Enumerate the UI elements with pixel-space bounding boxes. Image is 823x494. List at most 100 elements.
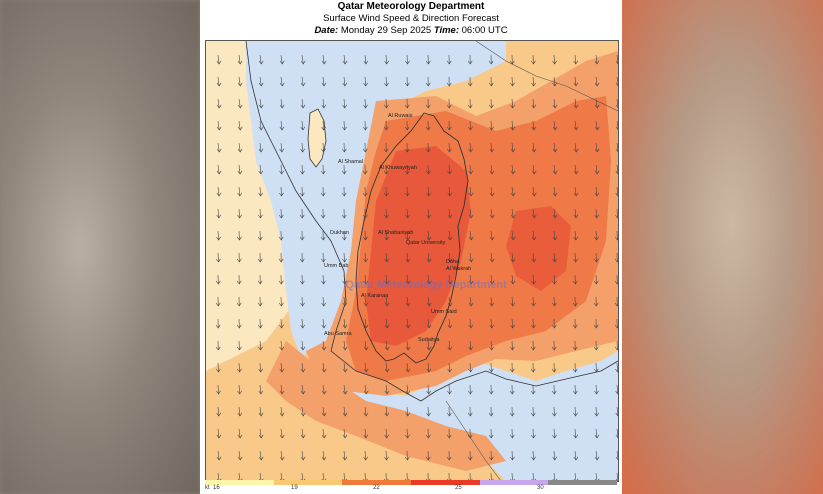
wind-arrow [425, 120, 431, 131]
wind-arrow [384, 296, 390, 307]
wind-arrow [615, 164, 618, 175]
wind-arrow [300, 406, 306, 417]
place-label: Al Shahaniyah [378, 230, 413, 236]
wind-arrow [551, 318, 557, 329]
wind-arrow [573, 76, 579, 87]
wind-arrow [551, 384, 557, 395]
wind-arrow [467, 98, 473, 109]
place-label: Umm Said [431, 309, 457, 315]
wind-arrow [426, 186, 431, 197]
wind-arrow [258, 76, 264, 87]
wind-arrow [573, 98, 579, 109]
wind-arrow [488, 54, 494, 65]
wind-arrow [342, 362, 348, 373]
wind-arrow [447, 230, 453, 241]
wind-arrow [426, 164, 431, 175]
wind-arrow [405, 362, 411, 373]
department-title: Qatar Meteorology Department [337, 1, 485, 12]
wind-arrow [216, 230, 221, 241]
wind-arrow [321, 98, 327, 109]
wind-arrow [278, 252, 284, 263]
wind-arrow [488, 76, 494, 87]
legend-ticks: kt 16 19 22 25 30 [205, 485, 617, 494]
wind-arrow [573, 230, 579, 241]
wind-arrow [489, 230, 495, 241]
wind-arrow [384, 340, 390, 351]
wind-arrow [321, 450, 327, 461]
wind-arrow [468, 208, 474, 219]
wind-arrow [384, 406, 390, 417]
wind-arrow [573, 252, 578, 263]
wind-arrow [279, 54, 285, 65]
wind-arrow [257, 230, 263, 241]
wind-arrow [446, 98, 452, 109]
wind-arrow [447, 142, 452, 153]
wind-arrow [552, 274, 557, 285]
wind-arrow [279, 98, 285, 109]
wind-arrow [573, 120, 579, 131]
legend-swatch [273, 480, 343, 485]
place-label: Al Khuwayriyah [379, 165, 417, 171]
wind-arrow [279, 450, 285, 461]
legend-unit: kt [205, 485, 210, 491]
wind-arrow [363, 340, 369, 351]
mainland-coastline [245, 41, 618, 402]
wind-arrow [216, 186, 222, 197]
wind-arrow [594, 98, 600, 109]
wind-arrow [342, 340, 348, 351]
wind-arrow [405, 208, 410, 219]
wind-arrow [573, 54, 579, 65]
wind-arrow [279, 406, 285, 417]
wind-map: Al Ruwais Al Shamal Al Khuwayriyah Al Sh… [205, 40, 619, 482]
wind-arrow [468, 362, 473, 373]
wind-arrow [321, 76, 327, 87]
wind-arrow [426, 318, 432, 329]
wind-arrow [321, 274, 326, 285]
wind-arrow [594, 142, 600, 153]
wind-arrow [446, 120, 452, 131]
wind-arrow [320, 164, 326, 175]
wind-arrow [594, 406, 600, 417]
wind-arrow [615, 230, 618, 241]
wind-arrow [552, 252, 558, 263]
blurred-background-left [0, 0, 200, 494]
wind-arrow [300, 142, 305, 153]
wind-arrow [216, 384, 221, 395]
wind-arrow [278, 208, 284, 219]
wind-arrow [300, 296, 305, 307]
wind-arrow [363, 450, 368, 461]
wind-arrow [300, 384, 306, 395]
wind-arrow [594, 186, 600, 197]
wind-arrow [384, 318, 390, 329]
wind-arrow [447, 362, 453, 373]
wind-arrow [215, 318, 221, 329]
place-label: Al Wakrah [446, 266, 471, 272]
wind-arrow [237, 120, 243, 131]
wind-zone-moderate-south [266, 341, 506, 471]
wind-zone-stronger [366, 146, 471, 346]
wind-arrow [321, 384, 327, 395]
wind-arrow [342, 318, 348, 329]
wind-arrow [615, 428, 618, 439]
wind-arrow [237, 142, 243, 153]
bahrain-island [307, 108, 327, 168]
wind-arrow [552, 54, 557, 65]
wind-arrow [216, 406, 222, 417]
wind-arrow [594, 208, 600, 219]
wind-arrow [341, 186, 347, 197]
wind-arrow [488, 450, 494, 461]
wind-arrow [258, 362, 264, 373]
wind-arrow [573, 428, 579, 439]
wind-arrow [573, 164, 579, 175]
wind-arrow [279, 76, 285, 87]
wind-arrow [258, 340, 263, 351]
wind-arrow [467, 76, 473, 87]
place-label: Dukhan [330, 230, 349, 236]
wind-arrow [321, 318, 327, 329]
wind-arrow [489, 208, 495, 219]
wind-arrow [321, 296, 326, 307]
wind-arrow [237, 428, 243, 439]
wind-arrow [363, 54, 369, 65]
wind-arrow [257, 296, 263, 307]
wind-arrow [342, 76, 348, 87]
